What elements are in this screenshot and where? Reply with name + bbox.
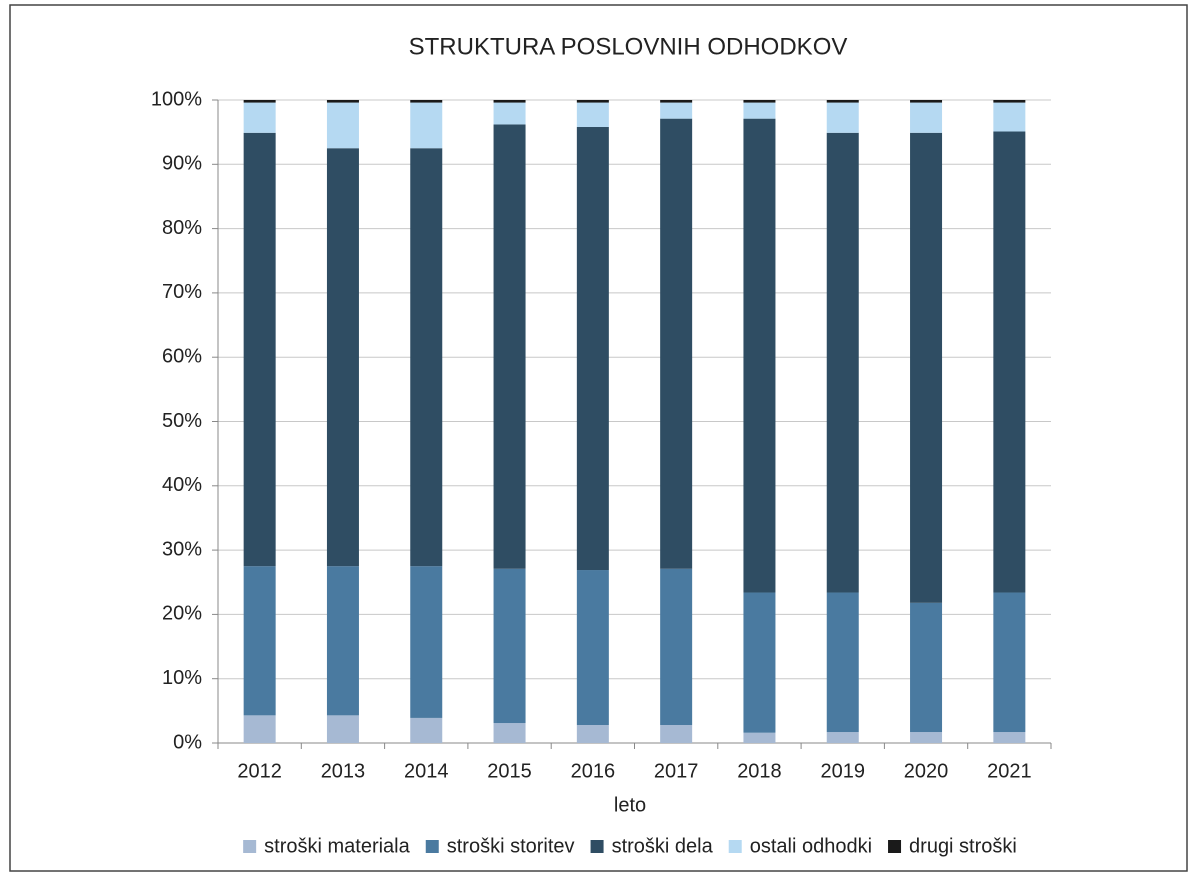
bar-segment xyxy=(910,132,943,603)
bar-segment xyxy=(743,592,776,733)
bar-segment xyxy=(243,102,276,133)
bar-segment xyxy=(243,132,276,567)
bar-segment xyxy=(410,102,443,149)
bar-segment xyxy=(743,732,776,743)
bar-segment xyxy=(826,132,859,593)
bar-segment xyxy=(660,118,693,569)
y-tick-label: 100% xyxy=(151,88,202,110)
bar-segment xyxy=(410,100,443,103)
bar-segment xyxy=(326,715,359,743)
bar-segment xyxy=(493,568,526,724)
x-tick-label: 2013 xyxy=(321,760,366,782)
legend-swatch xyxy=(425,840,439,853)
x-tick-label: 2012 xyxy=(237,760,282,782)
bar-segment xyxy=(826,100,859,103)
bar-segment xyxy=(660,724,693,743)
x-tick-label: 2016 xyxy=(571,760,616,782)
bar-segment xyxy=(826,102,859,133)
chart-title: STRUKTURA POSLOVNIH ODHODKOV xyxy=(409,33,848,60)
bar-segment xyxy=(326,566,359,716)
x-tick-label: 2019 xyxy=(821,760,866,782)
legend-label: stroški dela xyxy=(612,835,714,857)
bar-segment xyxy=(743,100,776,103)
legend-label: drugi stroški xyxy=(909,835,1017,857)
bar-segment xyxy=(993,131,1026,593)
x-tick-label: 2015 xyxy=(487,760,532,782)
bar-segment xyxy=(826,592,859,733)
legend-label: stroški materiala xyxy=(264,835,410,857)
bar-segment xyxy=(660,102,693,119)
y-tick-label: 40% xyxy=(162,474,202,496)
bar-segment xyxy=(993,102,1026,132)
bar-segment xyxy=(576,724,609,743)
bar-segment xyxy=(910,732,943,743)
bar-segment xyxy=(743,102,776,119)
bar-segment xyxy=(410,566,443,718)
y-tick-label: 80% xyxy=(162,217,202,239)
bar-segment xyxy=(660,568,693,725)
bar-segment xyxy=(493,723,526,743)
bar-segment xyxy=(576,127,609,571)
bar-segment xyxy=(493,100,526,103)
bar-segment xyxy=(576,100,609,103)
bar-segment xyxy=(576,570,609,725)
y-tick-label: 20% xyxy=(162,603,202,625)
y-tick-label: 0% xyxy=(173,731,202,753)
bar-segment xyxy=(910,100,943,103)
bar-segment xyxy=(326,100,359,103)
bar-segment xyxy=(243,566,276,716)
bar-segment xyxy=(493,102,526,125)
bar-segment xyxy=(243,100,276,103)
x-tick-label: 2021 xyxy=(987,760,1032,782)
bar-segment xyxy=(243,715,276,743)
legend-label: ostali odhodki xyxy=(750,835,872,857)
legend-swatch xyxy=(243,840,257,853)
y-tick-label: 50% xyxy=(162,410,202,432)
legend-swatch xyxy=(728,840,742,853)
y-tick-label: 70% xyxy=(162,281,202,303)
legend-swatch xyxy=(888,840,902,853)
y-tick-label: 60% xyxy=(162,345,202,367)
bar-segment xyxy=(993,732,1026,743)
bar-segment xyxy=(993,592,1026,733)
y-tick-label: 90% xyxy=(162,153,202,175)
bar-segment xyxy=(743,118,776,593)
bar-segment xyxy=(993,100,1026,103)
x-axis-label: leto xyxy=(614,794,646,816)
x-tick-label: 2017 xyxy=(654,760,699,782)
y-tick-label: 30% xyxy=(162,538,202,560)
x-tick-label: 2020 xyxy=(904,760,949,782)
bar-segment xyxy=(410,717,443,743)
legend-swatch xyxy=(590,840,604,853)
bar-segment xyxy=(326,102,359,149)
bar-segment xyxy=(826,732,859,743)
bar-segment xyxy=(326,148,359,567)
x-tick-label: 2014 xyxy=(404,760,449,782)
x-tick-label: 2018 xyxy=(737,760,782,782)
bar-segment xyxy=(493,124,526,569)
bar-segment xyxy=(576,102,609,128)
bar-segment xyxy=(660,100,693,103)
bar-segment xyxy=(410,148,443,567)
bar-segment xyxy=(910,602,943,733)
legend-label: stroški storitev xyxy=(447,835,575,857)
bar-segment xyxy=(910,102,943,133)
y-tick-label: 10% xyxy=(162,667,202,689)
